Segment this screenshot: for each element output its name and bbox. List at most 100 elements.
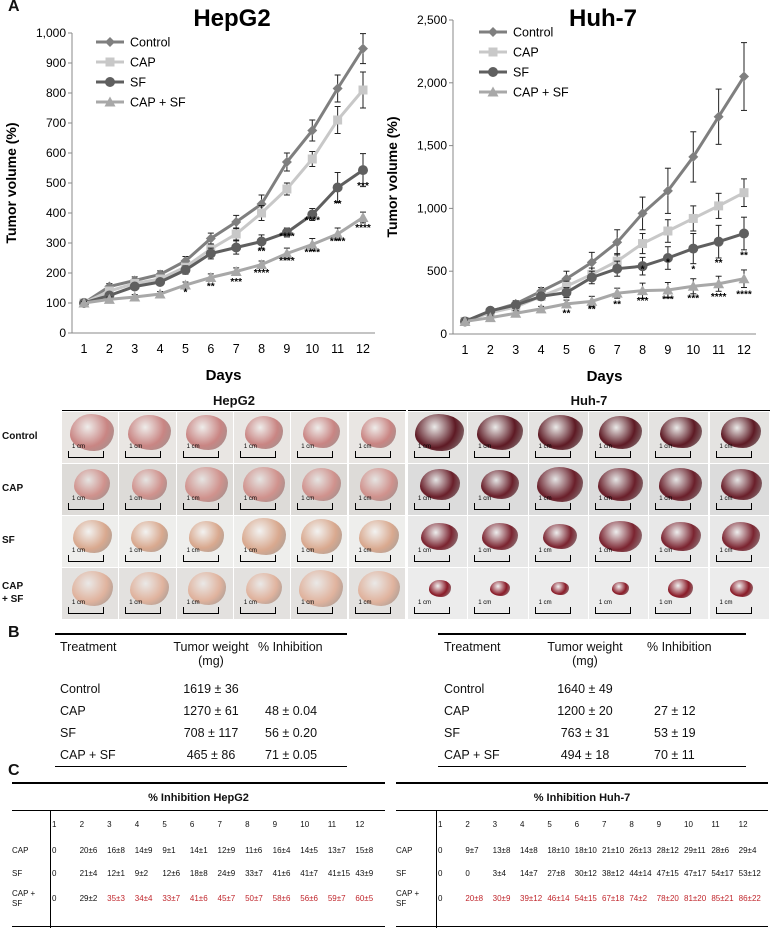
hepg2-tumor-tissue <box>246 572 283 604</box>
hepg2-tumor-photo: 1 cm <box>348 568 405 619</box>
huh7-inhibition-value: 67±18 <box>602 894 625 903</box>
huh7-significance: **** <box>736 290 752 301</box>
hepg2-point <box>357 212 369 222</box>
scale-bar: 1 cm <box>534 496 571 510</box>
hepg2-ytick-label: 500 <box>46 176 66 190</box>
hepg2-inhibition-value: 59±7 <box>327 894 346 903</box>
huh7-legend-marker <box>487 86 499 97</box>
hepg2-ytick-label: 0 <box>59 326 66 340</box>
hepg2-point <box>332 182 343 193</box>
scale-bar: 1 cm <box>414 548 450 562</box>
huh7-point <box>739 188 749 198</box>
scale-bar-label: 1 cm <box>659 496 673 502</box>
scale-bar-label: 1 cm <box>129 600 143 606</box>
photos-hepg2-rule <box>62 410 406 411</box>
scale-bar-label: 1 cm <box>129 548 143 554</box>
hepg2-tumor-tissue <box>300 518 343 555</box>
huh7-inhibition-value: 28±6 <box>711 846 730 855</box>
hepg2-inhibition-value: 41±6 <box>189 894 208 903</box>
huh7-tumor-tissue <box>420 522 459 551</box>
huh7-day-header: 1 <box>438 820 443 829</box>
huh7-xtick-label: 9 <box>664 343 671 357</box>
hepg2-tumor-tissue <box>243 467 285 502</box>
huh7-inhibition-value: 29±11 <box>684 846 706 855</box>
scale-bar-label: 1 cm <box>598 444 612 450</box>
scale-bar-label: 1 cm <box>418 444 432 450</box>
hepg2-inhibition-value: 33±7 <box>162 894 181 903</box>
hepg2-inhibition-value: 45±7 <box>217 894 236 903</box>
huh7-point <box>637 208 648 219</box>
hepg2-point <box>205 248 216 259</box>
hepg2-tumor-tissue <box>242 518 286 555</box>
huh7-point <box>586 272 597 283</box>
scale-bar: 1 cm <box>354 496 391 510</box>
huh7-tumor-photo: 1 cm <box>709 412 769 463</box>
huh7-point <box>738 273 750 284</box>
huh7-day-header: 3 <box>492 820 498 829</box>
scale-bar: 1 cm <box>414 600 450 614</box>
hepg2-significance: **** <box>254 268 270 279</box>
scale-bar-label: 1 cm <box>243 548 257 554</box>
photos-huh7-title: Huh-7 <box>570 393 608 408</box>
hepg2-point <box>281 157 292 167</box>
huh7-tumor-tissue <box>668 579 694 598</box>
scale-bar-label: 1 cm <box>478 548 492 554</box>
hepg2-inhibition-value: 14±5 <box>300 846 318 855</box>
hepg2-row-label: SF <box>12 869 23 878</box>
hepg2-series-1 <box>79 71 368 308</box>
scale-bar-label: 1 cm <box>72 600 86 606</box>
hepg2-tableC-label-divider <box>50 810 51 928</box>
hepg2-xtick-label: 6 <box>207 342 214 356</box>
scale-bar-label: 1 cm <box>129 444 143 450</box>
scale-bar-label: 1 cm <box>301 548 315 554</box>
hepg2-inhibition-value: 18±8 <box>189 869 208 878</box>
hepg2-inhibition-value: 16±8 <box>107 846 125 855</box>
huh7-ytick-label: 0 <box>440 327 447 341</box>
huh7-xtick-label: 8 <box>639 343 646 357</box>
hepg2-tableC-top-rule <box>12 782 385 784</box>
hepg2-day-header: 3 <box>107 820 112 829</box>
hepg2-series-line <box>83 216 364 305</box>
hepg2-inhibition-value: 24±9 <box>217 869 236 878</box>
huh7-tableC-bottom-rule <box>396 926 768 927</box>
huh7-tumor-photo: 1 cm <box>468 412 528 463</box>
scale-bar: 1 cm <box>715 496 752 510</box>
hepg2-inhibition-value: 33±7 <box>245 869 263 878</box>
scale-bar: 1 cm <box>297 600 334 614</box>
photo-row-label: CAP + SF <box>2 581 24 605</box>
huh7-tableC-header-rule <box>396 810 768 811</box>
huh7-series-3 <box>459 269 750 326</box>
huh7-significance: * <box>666 258 670 269</box>
huh7-xtick-label: 3 <box>512 343 519 357</box>
huh7-point <box>510 300 521 311</box>
huh7-tumor-photo: 1 cm <box>528 568 588 619</box>
huh7-inhibition-value: 13±8 <box>492 846 511 855</box>
huh7-xtick-label: 12 <box>737 343 751 357</box>
scale-bar: 1 cm <box>68 600 104 614</box>
scale-bar: 1 cm <box>655 548 692 562</box>
huh7-inhibition-value: 74±2 <box>629 894 648 903</box>
huh7-tumor-photo: 1 cm <box>408 412 468 463</box>
hepg2-tumor-photo: 1 cm <box>348 464 405 515</box>
hepg2-point <box>281 227 292 238</box>
hepg2-point <box>307 209 318 220</box>
huh7-tumor-tissue <box>482 523 518 550</box>
hepg2-point <box>231 217 242 227</box>
huh7-row-weight: 494 ± 18 <box>560 748 610 762</box>
hepg2-tumor-tissue <box>360 417 397 448</box>
hepg2-tumor-photo: 1 cm <box>233 516 291 567</box>
scale-bar-label: 1 cm <box>719 548 733 554</box>
huh7-day-header: 9 <box>656 820 662 829</box>
huh7-point <box>713 111 724 122</box>
huh7-legend-label: Control <box>513 26 553 40</box>
hepg2-point <box>256 236 267 247</box>
panel-label-c: C <box>8 762 20 779</box>
huh7-header-weight: Tumor weight (mg) <box>547 640 623 668</box>
hepg2-xtick-label: 5 <box>182 342 189 356</box>
scale-bar: 1 cm <box>594 600 631 614</box>
huh7-ylabel: Tumor volume (%) <box>385 116 400 237</box>
huh7-point <box>637 285 649 296</box>
huh7-inhibition-value: 0 <box>465 869 470 878</box>
huh7-day-header: 11 <box>711 820 720 829</box>
hepg2-header-weight: Tumor weight (mg) <box>173 640 249 668</box>
